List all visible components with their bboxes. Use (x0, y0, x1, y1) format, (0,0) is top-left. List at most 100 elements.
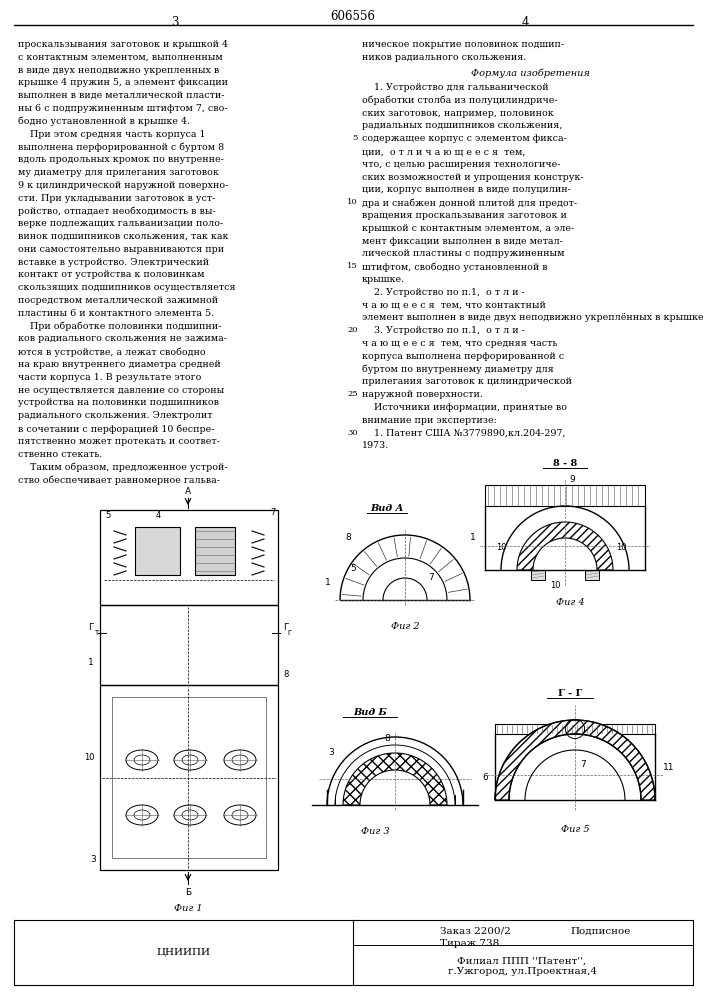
Text: 25: 25 (347, 390, 358, 398)
Text: 5: 5 (350, 564, 356, 573)
Bar (495, 724, 655, 734)
Text: Г: Г (283, 623, 288, 632)
Text: с контактным элементом, выполненным: с контактным элементом, выполненным (18, 53, 223, 62)
Text: вращения проскальзывания заготовок и: вращения проскальзывания заготовок и (362, 211, 567, 220)
Text: А: А (185, 487, 191, 496)
Polygon shape (517, 522, 613, 570)
Text: крышке.: крышке. (362, 275, 405, 284)
Text: ч а ю щ е е с я  тем, что средняя часть: ч а ю щ е е с я тем, что средняя часть (362, 339, 558, 348)
Text: Б: Б (185, 888, 191, 897)
Text: они самостоятельно выравниваются при: они самостоятельно выравниваются при (18, 245, 224, 254)
Text: содержащее корпус с элементом фикса-: содержащее корпус с элементом фикса- (362, 134, 567, 143)
Bar (100, 605, 278, 685)
Text: Подписное: Подписное (570, 927, 631, 936)
Text: Вид А: Вид А (370, 504, 404, 513)
Bar (135, 527, 180, 575)
Text: ройство, отпадает необходимость в вы-: ройство, отпадает необходимость в вы- (18, 206, 216, 216)
Text: пластины 6 и контактного элемента 5.: пластины 6 и контактного элемента 5. (18, 309, 214, 318)
Text: 7: 7 (428, 573, 434, 582)
Text: крышке 4 пружин 5, а элемент фиксации: крышке 4 пружин 5, а элемент фиксации (18, 78, 228, 87)
Text: выполнен в виде металлической пласти-: выполнен в виде металлической пласти- (18, 91, 225, 100)
Text: Филиал ППП ''Патент'',: Филиал ППП ''Патент'', (457, 956, 587, 966)
Text: ническое покрытие половинок подшип-: ническое покрытие половинок подшип- (362, 40, 564, 49)
Text: ков радиального скольжения не зажима-: ков радиального скольжения не зажима- (18, 334, 227, 343)
Bar (585, 570, 599, 580)
Text: прилегания заготовок к цилиндрической: прилегания заготовок к цилиндрической (362, 377, 572, 386)
Text: 5: 5 (105, 511, 110, 520)
Bar (195, 527, 235, 575)
Text: ч а ю щ е е с я  тем, что контактный: ч а ю щ е е с я тем, что контактный (362, 301, 546, 310)
Text: 10: 10 (496, 543, 506, 552)
Bar (485, 485, 645, 506)
Text: части корпуса 1. В результате этого: части корпуса 1. В результате этого (18, 373, 201, 382)
Text: 9 к цилиндрической наружной поверхно-: 9 к цилиндрической наружной поверхно- (18, 181, 228, 190)
Text: штифтом, свободно установленной в: штифтом, свободно установленной в (362, 262, 548, 272)
Text: Фиг 2: Фиг 2 (391, 622, 419, 631)
Text: Фиг 4: Фиг 4 (556, 598, 584, 607)
Text: сти. При укладывании заготовок в уст-: сти. При укладывании заготовок в уст- (18, 194, 216, 203)
Text: 10: 10 (347, 198, 358, 206)
Text: 1973.: 1973. (362, 441, 390, 450)
Text: Формула изобретения: Формула изобретения (471, 68, 590, 78)
Text: Фиг 5: Фиг 5 (561, 825, 590, 834)
Text: Таким образом, предложенное устрой-: Таким образом, предложенное устрой- (18, 462, 228, 472)
Text: Г - Г: Г - Г (558, 689, 582, 698)
Text: ских возможностей и упрощения конструк-: ских возможностей и упрощения конструк- (362, 173, 583, 182)
Text: 10: 10 (550, 581, 560, 590)
Text: Тираж 738: Тираж 738 (440, 939, 499, 948)
Text: дра и снабжен донной плитой для предот-: дра и снабжен донной плитой для предот- (362, 198, 577, 208)
Text: ны 6 с подпружиненным штифтом 7, сво-: ны 6 с подпружиненным штифтом 7, сво- (18, 104, 228, 113)
Text: скользящих подшипников осуществляется: скользящих подшипников осуществляется (18, 283, 235, 292)
Text: ЦНИИПИ: ЦНИИПИ (156, 948, 210, 957)
Text: на краю внутреннего диаметра средней: на краю внутреннего диаметра средней (18, 360, 221, 369)
Text: ство обеспечивает равномерное гальва-: ство обеспечивает равномерное гальва- (18, 475, 220, 485)
Text: обработки столба из полуцилиндриче-: обработки столба из полуцилиндриче- (362, 96, 558, 105)
Text: 7: 7 (270, 508, 276, 517)
Text: 1. Устройство для гальванической: 1. Устройство для гальванической (362, 83, 549, 92)
Text: внимание при экспертизе:: внимание при экспертизе: (362, 416, 497, 425)
Text: Г: Г (287, 630, 291, 636)
Text: наружной поверхности.: наружной поверхности. (362, 390, 483, 399)
Text: не осуществляется давление со стороны: не осуществляется давление со стороны (18, 386, 224, 395)
Text: 3: 3 (328, 748, 334, 757)
Text: устройства на половинки подшипников: устройства на половинки подшипников (18, 398, 219, 407)
Text: бодно установленной в крышке 4.: бодно установленной в крышке 4. (18, 117, 190, 126)
Text: ников радиального скольжения.: ников радиального скольжения. (362, 53, 527, 62)
Text: в виде двух неподвижно укрепленных в: в виде двух неподвижно укрепленных в (18, 66, 219, 75)
Text: 20: 20 (348, 326, 358, 334)
Text: элемент выполнен в виде двух неподвижно укреплённых в крышке пружин.: элемент выполнен в виде двух неподвижно … (362, 313, 707, 322)
Text: 3: 3 (90, 855, 95, 864)
Text: вдоль продольных кромок по внутренне-: вдоль продольных кромок по внутренне- (18, 155, 224, 164)
Text: 4: 4 (156, 511, 160, 520)
Text: 30: 30 (347, 429, 358, 437)
Text: 7: 7 (580, 760, 586, 769)
Text: Г: Г (88, 623, 93, 632)
Text: 1: 1 (325, 578, 331, 587)
Text: 5: 5 (353, 134, 358, 142)
Text: 15: 15 (347, 262, 358, 270)
Text: лической пластины с подпружиненным: лической пластины с подпружиненным (362, 249, 564, 258)
Bar (100, 510, 278, 605)
Text: Фиг 3: Фиг 3 (361, 827, 390, 836)
Text: корпуса выполнена перфорированной с: корпуса выполнена перфорированной с (362, 352, 564, 361)
Text: в сочетании с перфорацией 10 беспре-: в сочетании с перфорацией 10 беспре- (18, 424, 214, 434)
Text: Вид Б: Вид Б (353, 708, 387, 717)
Text: ются в устройстве, а лежат свободно: ются в устройстве, а лежат свободно (18, 347, 206, 357)
Text: вставке в устройство. Электрический: вставке в устройство. Электрический (18, 258, 209, 267)
Text: 8: 8 (345, 533, 351, 542)
Text: 10: 10 (616, 543, 626, 552)
Text: ции,  о т л и ч а ю щ е е с я  тем,: ции, о т л и ч а ю щ е е с я тем, (362, 147, 525, 156)
Text: Фиг 1: Фиг 1 (174, 904, 202, 913)
Text: 11: 11 (663, 763, 674, 772)
Text: му диаметру для прилегания заготовок: му диаметру для прилегания заготовок (18, 168, 219, 177)
Text: 8: 8 (384, 734, 390, 743)
Text: 3. Устройство по п.1,  о т л и -: 3. Устройство по п.1, о т л и - (362, 326, 525, 335)
Text: Источники информации, принятые во: Источники информации, принятые во (362, 403, 567, 412)
Text: посредством металлической зажимной: посредством металлической зажимной (18, 296, 218, 305)
Polygon shape (343, 753, 447, 805)
Text: 3: 3 (171, 15, 179, 28)
Bar (112, 697, 266, 858)
Text: проскальзывания заготовок и крышкой 4: проскальзывания заготовок и крышкой 4 (18, 40, 228, 49)
Text: 606556: 606556 (330, 9, 375, 22)
Text: При обработке половинки подшипни-: При обработке половинки подшипни- (18, 322, 221, 331)
